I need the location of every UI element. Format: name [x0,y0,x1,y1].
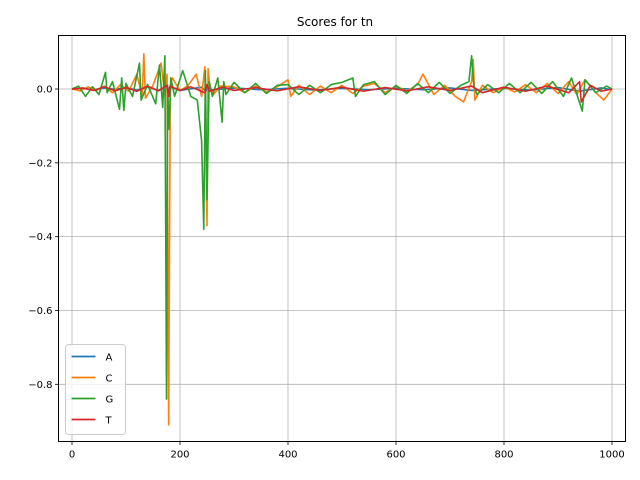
chart-title: Scores for tn [297,15,373,29]
legend-label-t: T [105,416,113,427]
plot-frame [58,35,626,442]
axis-ticks: 0 200 400 600 800 1000 0.0 −0.2 −0.4 −0.6 −0.8 [28,85,625,461]
legend-label-a: A [106,353,113,364]
grid-lines [58,35,626,442]
y-tick-label: −0.2 [28,158,52,169]
x-tick-label: 0 [69,450,75,461]
legend-box [65,344,126,435]
series-lines [71,53,613,426]
legend-label-g: G [106,395,114,406]
series-line-t [71,80,613,103]
y-tick-label: 0.0 [37,85,53,96]
x-tick-label: 600 [386,450,405,461]
x-tick-label: 1000 [599,450,624,461]
x-tick-label: 400 [278,450,297,461]
y-tick-label: −0.6 [28,306,52,317]
x-tick-label: 200 [170,450,189,461]
y-tick-label: −0.8 [28,380,52,391]
x-tick-label: 800 [494,450,513,461]
legend-label-c: C [106,374,113,385]
y-tick-label: −0.4 [28,232,52,243]
